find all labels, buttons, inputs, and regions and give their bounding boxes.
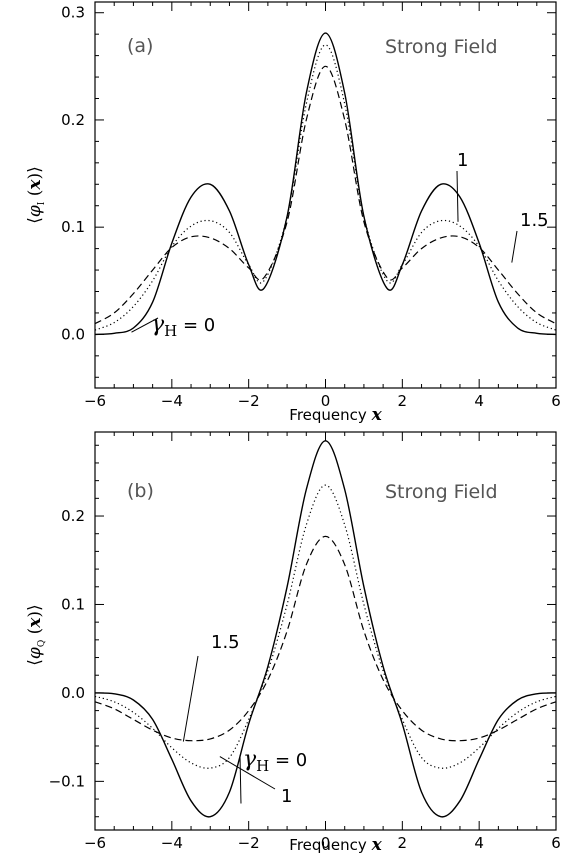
annotation-gamma-label: γH = 0 [151,312,215,340]
x-tick-label: 4 [474,392,484,410]
x-axis-title-text: Frequency [289,406,371,424]
y-tick-label: 0.0 [61,684,85,702]
y-tick-label: 0.2 [61,507,85,525]
x-tick-label: 2 [398,834,408,852]
panel-label: (b) [127,480,154,502]
x-axis-variable: x [371,835,383,855]
series-line-gamma-0 [94,440,557,818]
panel-a: −6 −4 −2 0 2 4 6 0.0 0.1 0.2 0.3 (a) Strong Field Fre… [25,1,561,425]
annotation-label: 1 [457,150,468,171]
x-tick-label: 0 [321,392,331,410]
panel-title: Strong Field [385,481,498,503]
annotation-pointer [182,655,199,742]
y-axis-bracket-close: )⟩ [25,604,45,617]
series-line-gamma-1_5 [94,535,557,742]
x-axis-title-text: Frequency [289,836,371,854]
y-axis-paren-open: ( [25,190,45,202]
y-axis-paren-open: ( [25,628,45,640]
panel-title: Strong Field [385,36,498,58]
annotation-gamma-subscript: H [256,757,269,775]
annotation-label: 1.5 [520,210,549,231]
y-axis-phi: φ [25,647,45,659]
annotation-pointer [456,170,459,222]
annotation-pointer [219,756,276,790]
annotation-gamma-value: = 0 [177,315,215,336]
y-axis-bracket-close: )⟩ [25,166,45,179]
x-tick-label: −6 [84,834,106,852]
x-tick-label: −4 [161,834,183,852]
x-tick-label: −2 [238,834,260,852]
annotation-gamma-symbol: γ [243,747,257,772]
x-tick-label: 6 [551,392,561,410]
y-tick-label: 0.1 [61,218,85,236]
y-tick-label: −0.1 [49,772,85,790]
x-tick-label: −6 [84,392,106,410]
annotation-gamma-value: = 0 [269,750,307,771]
x-tick-label: −4 [161,392,183,410]
y-tick-label: 0.0 [61,325,85,343]
panel-label: (a) [127,35,153,57]
y-axis-phi: φ [25,205,45,217]
y-tick-label: 0.2 [61,111,85,129]
panel-b: −6 −4 −2 0 2 4 6 −0.1 0.0 0.1 0.2 (b) Strong Field Fr… [25,431,561,855]
annotation-label: 1.5 [211,632,240,653]
y-axis-subscript: Q [37,640,47,647]
y-tick-label: 0.1 [61,595,85,613]
x-tick-label: 4 [474,834,484,852]
annotation-label: 1 [281,786,292,807]
y-axis-bracket-open: ⟨ [25,217,45,224]
y-axis-bracket-open: ⟨ [25,659,45,666]
y-axis-x: x [25,617,45,629]
annotation-pointer [239,754,242,804]
annotation-gamma-symbol: γ [151,312,165,337]
y-axis-x: x [25,179,45,191]
series-line-gamma-1_5 [94,65,557,325]
x-axis-variable: x [371,405,383,425]
series-line-gamma-1 [94,484,557,769]
x-axis-title: Frequency x [289,835,382,855]
y-tick-label: 0.3 [61,4,85,22]
series-line-gamma-1 [94,44,557,331]
x-tick-label: −2 [238,392,260,410]
annotation-gamma-label: γH = 0 [243,747,307,775]
y-axis-title: ⟨φQ (x)⟩ [25,604,47,665]
x-tick-label: 6 [551,834,561,852]
x-tick-label: 0 [321,834,331,852]
x-tick-label: 2 [398,392,408,410]
x-axis-title: Frequency x [289,405,382,425]
y-axis-title: ⟨φI (x)⟩ [25,166,47,224]
series-line-gamma-0 [94,32,557,336]
annotation-gamma-subscript: H [164,322,177,340]
y-axis-subscript: I [37,201,47,205]
annotation-pointer [131,317,159,333]
annotation-pointer [511,230,518,263]
